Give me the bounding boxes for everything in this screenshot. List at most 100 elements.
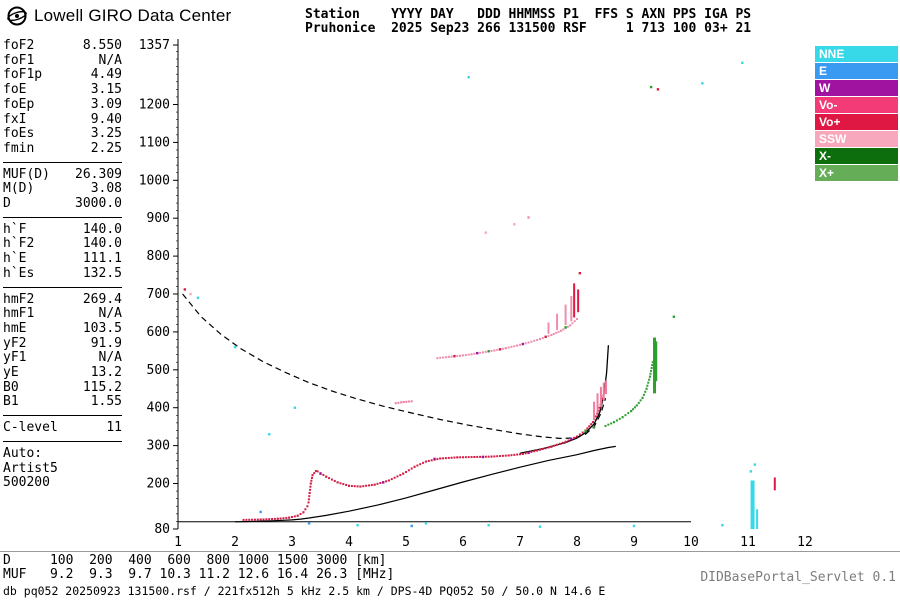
svg-text:5: 5 [402, 535, 410, 550]
parameter-row: fxI 9.40 [3, 112, 122, 128]
parameter-row: foF1p 4.49 [3, 68, 122, 83]
legend-item-nne: NNE [815, 46, 898, 62]
parameter-row: MUF(D) 26.309 [3, 166, 122, 183]
parameter-row: D 3000.0 [3, 196, 122, 212]
param-value: 132.5 [82, 265, 122, 281]
param-label: foEp [3, 96, 35, 112]
auto-scaler-line: Auto: [3, 445, 43, 461]
giro-logo-icon [6, 5, 28, 27]
svg-text:400: 400 [147, 401, 170, 416]
parameter-row: M(D) 3.08 [3, 182, 122, 197]
svg-text:8: 8 [573, 535, 581, 550]
parameter-row: yF1 N/A [3, 351, 122, 366]
muf-row: MUF 9.2 9.3 9.7 10.3 11.2 12.6 16.4 26.3… [3, 567, 395, 582]
param-value: 4.49 [90, 67, 122, 83]
param-label: fmin [3, 140, 35, 156]
param-label: h`Es [3, 265, 35, 281]
parameter-row: foEp 3.09 [3, 96, 122, 113]
param-label: h`F2 [3, 236, 35, 252]
param-label: h`E [3, 251, 27, 267]
param-value: 91.9 [90, 335, 122, 351]
brand-title: Lowell GIRO Data Center [34, 6, 232, 25]
param-label: foE [3, 82, 27, 98]
param-value: 140.0 [82, 221, 122, 237]
legend-item-w: W [815, 80, 898, 96]
param-label: MUF(D) [3, 166, 50, 182]
auto-scaler-line: 500200 [3, 475, 50, 491]
svg-text:7: 7 [516, 535, 524, 550]
param-label: yF1 [3, 350, 27, 366]
param-label: foF1 [3, 52, 35, 68]
svg-text:2: 2 [231, 535, 239, 550]
parameter-row: hmF2 269.4 [3, 291, 122, 308]
parameter-row: foEs 3.25 [3, 127, 122, 142]
legend-item-ssw: SSW [815, 131, 898, 147]
station-header-columns: Station YYYY DAY DDD HHMMSS P1 FFS S AXN… [305, 7, 752, 22]
svg-text:3: 3 [288, 535, 296, 550]
svg-text:1200: 1200 [139, 98, 170, 113]
param-value: 115.2 [82, 379, 122, 395]
separator [3, 216, 122, 218]
svg-text:10: 10 [683, 535, 699, 550]
legend-item-vo+: Vo+ [815, 114, 898, 130]
parameter-row: h`F2 140.0 [3, 237, 122, 252]
svg-text:500: 500 [147, 363, 170, 378]
svg-text:300: 300 [147, 439, 170, 454]
param-value: 111.1 [82, 251, 122, 267]
svg-text:1: 1 [174, 535, 182, 550]
parameter-row: h`E 111.1 [3, 251, 122, 267]
legend: NNE E W Vo- Vo+ SSW X- X+ [815, 46, 898, 182]
brand-header: Lowell GIRO Data Center [6, 5, 231, 27]
status-line: db pq052 20250923 131500.rsf / 221fx512h… [3, 584, 606, 598]
footer-separator [0, 551, 900, 552]
param-label: hmE [3, 320, 27, 336]
parameter-row: B0 115.2 [3, 379, 122, 396]
param-value: 3.08 [90, 181, 122, 197]
parameter-row: B1 1.55 [3, 395, 122, 410]
parameter-panel: foF2 8.550 foF1 N/A foF1p 4.49 foE 3.15 foEp 3.09… [3, 38, 122, 491]
param-label: C-level [3, 420, 58, 436]
distance-row: D 100 200 400 600 800 1000 1500 3000 [km… [3, 553, 387, 568]
param-label: hmF2 [3, 291, 35, 307]
svg-text:6: 6 [459, 535, 467, 550]
param-value: N/A [98, 52, 122, 68]
param-value: 140.0 [82, 236, 122, 252]
legend-item-e: E [815, 63, 898, 79]
parameter-row: yF2 91.9 [3, 335, 122, 352]
param-value: 3000.0 [75, 196, 122, 212]
parameter-row: foF1 N/A [3, 52, 122, 69]
param-label: M(D) [3, 181, 35, 197]
param-label: h`F [3, 221, 27, 237]
param-label: yE [3, 365, 19, 381]
svg-text:11: 11 [740, 535, 756, 550]
svg-text:700: 700 [147, 287, 170, 302]
param-label: hmF1 [3, 306, 35, 322]
servlet-version: DIDBasePortal_Servlet 0.1 [700, 570, 896, 585]
station-header-values: Pruhonice 2025 Sep23 266 131500 RSF 1 71… [305, 21, 752, 36]
param-label: yF2 [3, 335, 27, 351]
separator [3, 415, 122, 417]
svg-text:4: 4 [345, 535, 353, 550]
parameter-row: h`Es 132.5 [3, 265, 122, 282]
param-value: 269.4 [82, 291, 122, 307]
param-label: D [3, 196, 11, 212]
param-value: 1.55 [90, 394, 122, 410]
svg-text:9: 9 [630, 535, 638, 550]
parameter-row: foE 3.15 [3, 82, 122, 98]
param-label: B1 [3, 394, 19, 410]
svg-text:1000: 1000 [139, 173, 170, 188]
param-label: B0 [3, 379, 19, 395]
auto-scaler-line: Artist5 [3, 460, 58, 476]
param-label: foF1p [3, 67, 43, 83]
param-value: N/A [98, 306, 122, 322]
param-value: 3.25 [90, 126, 122, 142]
param-value: 3.09 [90, 96, 122, 112]
param-label: foF2 [3, 38, 35, 53]
param-value: 2.25 [90, 140, 122, 156]
parameter-row: hmF1 N/A [3, 307, 122, 322]
svg-text:600: 600 [147, 325, 170, 340]
separator [3, 440, 122, 442]
parameter-row: C-level 11 [3, 420, 122, 436]
